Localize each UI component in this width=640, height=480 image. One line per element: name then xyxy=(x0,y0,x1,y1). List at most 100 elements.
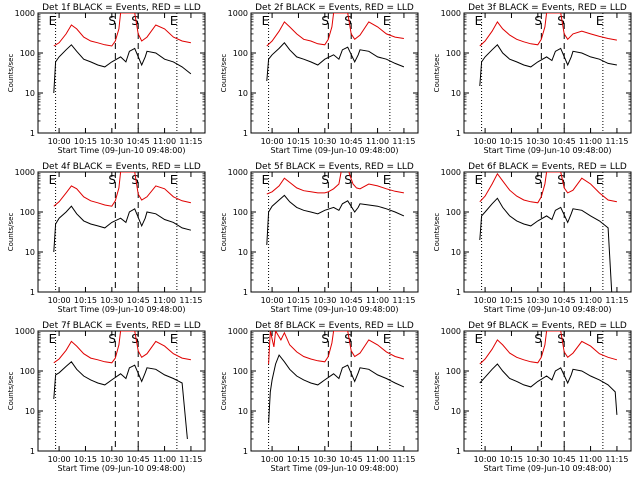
panel-1-xtick-label: 10:15 xyxy=(74,137,97,146)
panel-7-ytick-label: 10 xyxy=(25,407,35,416)
panel-7-events-series-line xyxy=(53,361,188,440)
panel-4-xtick-label: 10:00 xyxy=(48,296,71,305)
panel-2-ylabel: Counts/sec xyxy=(220,54,228,93)
panel-7-ylabel: Counts/sec xyxy=(7,372,15,411)
panel-1-ytick-label: 1000 xyxy=(15,9,35,18)
panel-6-ytick-label: 100 xyxy=(446,208,461,217)
panel-5-frame xyxy=(250,171,419,293)
panel-4-xtick-label: 11:15 xyxy=(179,296,202,305)
panel-2-title: Det 2f BLACK = Events, RED = LLD xyxy=(255,3,414,13)
panel-4: Det 4f BLACK = Events, RED = LLD 1 10 100 10… xyxy=(7,162,206,314)
panel-9-xtick-label: 10:15 xyxy=(500,455,523,464)
panel-1-xtick-label: 10:45 xyxy=(127,137,150,146)
panel-7-xtick-label: 10:45 xyxy=(127,455,150,464)
panel-4-xtick-label: 10:30 xyxy=(100,296,123,305)
panel-5-xtick-label: 11:15 xyxy=(392,296,415,305)
panel-8-ytick-label: 100 xyxy=(233,367,248,376)
panel-5-xlabel: Start Time (09-Jun-10 09:48:00) xyxy=(271,305,399,314)
panel-3-title: Det 3f BLACK = Events, RED = LLD xyxy=(468,3,627,13)
panel-7-xlabel: Start Time (09-Jun-10 09:48:00) xyxy=(58,464,186,473)
panel-4-xtick-label: 10:45 xyxy=(127,296,150,305)
panel-6: Det 6f BLACK = Events, RED = LLD 1 10 100 10… xyxy=(433,162,632,314)
panel-3-marker-label: E xyxy=(475,14,483,28)
panel-7: Det 7f BLACK = Events, RED = LLD 1 10 100 10… xyxy=(7,321,206,473)
panel-1-xlabel: Start Time (09-Jun-10 09:48:00) xyxy=(58,146,186,155)
panel-5-xtick-label: 10:45 xyxy=(340,296,363,305)
panel-5-marker-label: S xyxy=(344,173,352,187)
panel-4-ytick-label: 10 xyxy=(25,248,35,257)
panel-2-ytick-label: 1000 xyxy=(228,9,248,18)
panel-5-events-series-line xyxy=(266,194,405,246)
panel-8-xtick-label: 10:00 xyxy=(261,455,284,464)
panel-2-events-series-line xyxy=(266,42,405,82)
panel-3-frame xyxy=(463,12,632,134)
panel-3-xlabel: Start Time (09-Jun-10 09:48:00) xyxy=(484,146,612,155)
panel-4-xtick-label: 11:00 xyxy=(153,296,176,305)
panel-2-lld-series-line xyxy=(266,13,404,47)
panel-9-ylabel: Counts/sec xyxy=(433,372,441,411)
panel-2-xtick-label: 10:30 xyxy=(313,137,336,146)
panel-5-xtick-label: 10:00 xyxy=(261,296,284,305)
panel-1-marker-label: E xyxy=(49,14,57,28)
panel-2-xtick-label: 10:45 xyxy=(340,137,363,146)
panel-7-ytick-label: 1 xyxy=(30,447,35,456)
panel-5-marker-label: E xyxy=(383,173,391,187)
panel-1-marker-label: S xyxy=(131,14,139,28)
panel-7-ytick-label: 1000 xyxy=(15,327,35,336)
panel-7-marker-label: S xyxy=(108,332,116,346)
panel-2-ytick-label: 1 xyxy=(243,129,248,138)
panel-8-marker-label: E xyxy=(383,332,391,346)
panel-1-ytick-label: 10 xyxy=(25,89,35,98)
panel-8-marker-label: S xyxy=(344,332,352,346)
panel-8-xtick-label: 10:30 xyxy=(313,455,336,464)
panel-7-marker-label: E xyxy=(49,332,57,346)
panel-5-ytick-label: 100 xyxy=(233,208,248,217)
panel-3-marker-label: S xyxy=(534,14,542,28)
panel-9-marker-label: S xyxy=(534,332,542,346)
panel-5-title: Det 5f BLACK = Events, RED = LLD xyxy=(255,162,414,172)
panel-5-ytick-label: 1000 xyxy=(228,168,248,177)
panel-6-ylabel: Counts/sec xyxy=(433,213,441,252)
panel-5-marker-label: E xyxy=(262,173,270,187)
panel-2-xtick-label: 10:15 xyxy=(287,137,310,146)
panel-1-xtick-label: 11:15 xyxy=(179,137,202,146)
panel-6-marker-label: E xyxy=(475,173,483,187)
panel-4-ylabel: Counts/sec xyxy=(7,213,15,252)
panel-6-lld-series-line xyxy=(479,172,618,204)
panel-6-marker-label: S xyxy=(534,173,542,187)
panel-1-frame xyxy=(37,12,206,134)
panel-3-ytick-label: 100 xyxy=(446,49,461,58)
panel-8-ytick-label: 1000 xyxy=(228,327,248,336)
panel-2-ytick-label: 10 xyxy=(238,89,248,98)
panel-8-xtick-label: 11:15 xyxy=(392,455,415,464)
panel-1-lld-series-line xyxy=(53,13,192,47)
panel-6-xtick-label: 10:45 xyxy=(553,296,576,305)
panel-2-xtick-label: 11:00 xyxy=(366,137,389,146)
panel-3-events-series-line xyxy=(479,44,617,87)
panel-7-xtick-label: 10:15 xyxy=(74,455,97,464)
panel-6-xlabel: Start Time (09-Jun-10 09:48:00) xyxy=(484,305,612,314)
panel-9-xtick-label: 11:15 xyxy=(605,455,628,464)
panel-3-xtick-label: 11:00 xyxy=(579,137,602,146)
panel-2-xtick-label: 11:15 xyxy=(392,137,415,146)
panel-7-xtick-label: 11:00 xyxy=(153,455,176,464)
panel-9-xtick-label: 10:30 xyxy=(526,455,549,464)
panel-9-ytick-label: 1 xyxy=(456,447,461,456)
panel-2-marker-label: E xyxy=(262,14,270,28)
panel-6-title: Det 6f BLACK = Events, RED = LLD xyxy=(468,162,627,172)
panel-4-title: Det 4f BLACK = Events, RED = LLD xyxy=(42,162,201,172)
panel-2-marker-label: S xyxy=(321,14,329,28)
panel-7-marker-label: E xyxy=(170,332,178,346)
panel-8-ylabel: Counts/sec xyxy=(220,372,228,411)
panel-6-xtick-label: 10:15 xyxy=(500,296,523,305)
panel-9-events-series-line xyxy=(479,363,618,415)
panel-6-xtick-label: 11:00 xyxy=(579,296,602,305)
panel-6-events-series-line xyxy=(479,197,613,292)
panel-8-marker-label: E xyxy=(262,332,270,346)
panel-5-ylabel: Counts/sec xyxy=(220,213,228,252)
panel-1: Det 1f BLACK = Events, RED = LLD 1 10 100 10… xyxy=(7,3,206,155)
panel-9-ytick-label: 1000 xyxy=(441,327,461,336)
panel-5-ytick-label: 10 xyxy=(238,248,248,257)
panel-3-marker-label: S xyxy=(557,14,565,28)
